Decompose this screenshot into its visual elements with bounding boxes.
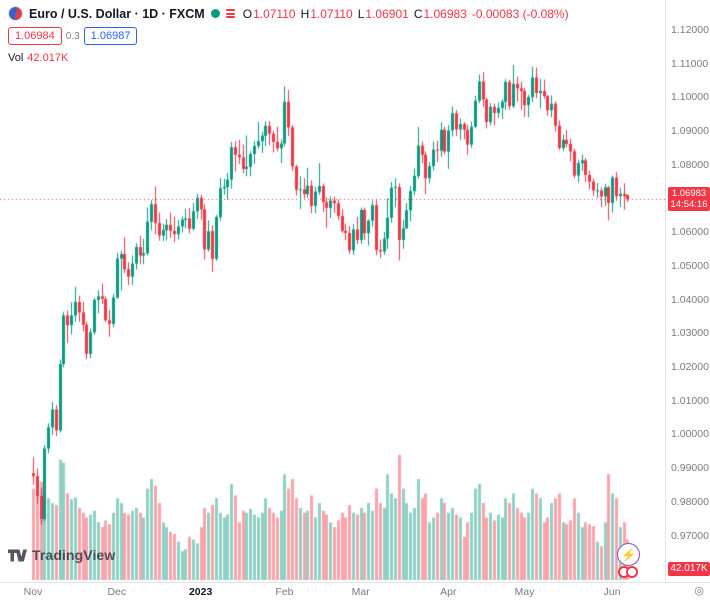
ask-price-button[interactable]: 1.06987: [83, 27, 138, 45]
double-circle-button[interactable]: [618, 566, 638, 578]
time-tick-label: Dec: [107, 586, 127, 598]
time-tick-label: Nov: [23, 586, 43, 598]
change-value: -0.00083 (-0.08%): [471, 6, 569, 21]
bid-ask-row: 1.06984 0.3 1.06987: [8, 27, 138, 45]
last-price-value: 1.06983: [671, 188, 707, 199]
price-tick-label: 1.03000: [671, 327, 709, 340]
price-tick-label: 0.97000: [671, 529, 709, 542]
volume-label: Vol: [8, 52, 24, 64]
spread-value: 0.3: [65, 30, 80, 42]
instrument-logo-icon: [8, 6, 23, 21]
volume-last-value: 42.017K: [27, 52, 69, 64]
time-tick-label: May: [514, 586, 535, 598]
quick-trade-button[interactable]: ⚡: [617, 543, 640, 566]
circle-icon: [626, 566, 638, 578]
time-tick-label: Jun: [603, 586, 621, 598]
price-tick-label: 1.12000: [671, 24, 709, 36]
price-tick-label: 1.02000: [671, 361, 709, 373]
price-tick-label: 1.06000: [671, 226, 709, 239]
price-axis[interactable]: 1.06983 14:54:16 42.017K 1.12000 1.11000 1…: [665, 0, 710, 582]
bar-countdown: 14:54:16: [670, 199, 708, 210]
time-tick-label: 2023: [188, 586, 213, 598]
price-tick-label: 0.99000: [671, 462, 709, 475]
close-value: C 1.06983: [413, 6, 467, 21]
price-tick-label: 1.04000: [671, 293, 709, 306]
time-tick-label: Mar: [351, 586, 370, 598]
high-value: H 1.07110: [300, 6, 353, 21]
source-dot-icon[interactable]: [210, 9, 220, 18]
price-tick-label: 1.09000: [671, 125, 709, 138]
price-tick-label: 1.10000: [671, 91, 709, 104]
price-tick-label: 1.00000: [671, 428, 709, 441]
time-axis[interactable]: Nov Dec 2023 Feb Mar Apr May Jun: [0, 582, 710, 601]
volume-axis-badge: 42.017K: [668, 562, 710, 576]
symbol-legend: Euro / U.S. Dollar · 1D · FXCM O 1.07110 …: [8, 6, 569, 21]
lightning-icon: ⚡: [621, 547, 636, 562]
tradingview-logo-text: TradingView: [32, 547, 116, 563]
price-tick-label: 1.11000: [671, 57, 709, 70]
price-tick-label: 1.05000: [671, 259, 709, 272]
bid-price-button[interactable]: 1.06984: [8, 27, 62, 45]
open-value: O 1.07110: [242, 6, 296, 21]
ohlc-values: O 1.07110 H 1.07110 L 1.06901 C 1.06983 -0.0…: [243, 7, 569, 21]
low-value: L 1.06901: [357, 6, 409, 21]
tradingview-logo-icon: [8, 549, 27, 561]
time-tick-label: Feb: [275, 586, 294, 598]
last-price-badge: 1.06983 14:54:16: [668, 187, 710, 211]
price-tick-label: 0.98000: [671, 495, 709, 508]
target-icon[interactable]: ◎: [694, 585, 704, 597]
ohlc-list-icon[interactable]: [225, 9, 235, 18]
volume-legend: Vol 42.017K: [8, 52, 68, 64]
price-tick-label: 1.01000: [671, 394, 709, 407]
candlestick-chart-canvas[interactable]: [0, 0, 665, 582]
axis-corner: ◎: [665, 582, 710, 600]
time-tick-label: Apr: [440, 586, 457, 598]
price-tick-label: 1.08000: [671, 158, 709, 171]
tradingview-logo[interactable]: TradingView: [8, 547, 115, 563]
symbol-title[interactable]: Euro / U.S. Dollar · 1D · FXCM: [29, 6, 205, 21]
chart-pane[interactable]: [0, 0, 665, 582]
